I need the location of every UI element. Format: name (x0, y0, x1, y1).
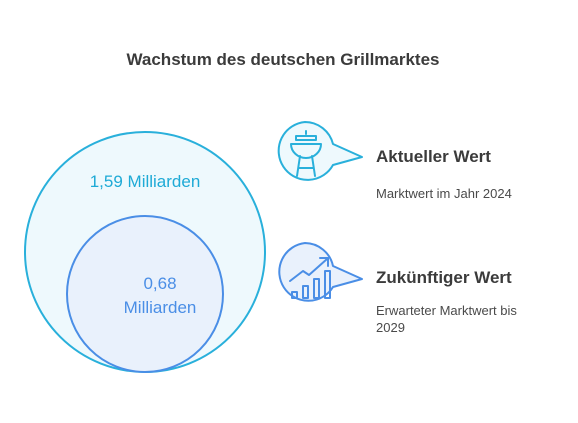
outer-circle-label: 1,59 Milliarden (89, 172, 201, 191)
future-value-title: Zukünftiger Wert (376, 268, 512, 287)
inner-circle (66, 215, 224, 373)
inner-circle-value: 0,68 (143, 274, 177, 293)
growth-chart-icon-bubble (278, 242, 363, 302)
grill-icon (290, 130, 322, 177)
future-value-description-line1: Erwarteter Marktwert bis (376, 303, 517, 318)
diagram-title: Wachstum des deutschen Grillmarktes (126, 50, 440, 69)
grill-icon-bubble (277, 121, 363, 181)
inner-circle-unit: Milliarden (123, 298, 197, 317)
inner-circle-label: 0,68 Milliarden (80, 272, 240, 320)
growth-chart-icon (289, 257, 331, 299)
future-value-description: Erwarteter Marktwert bis 2029 (376, 302, 566, 336)
current-value-description: Marktwert im Jahr 2024 (376, 186, 512, 201)
future-value-description-line2: 2029 (376, 320, 405, 335)
current-value-title: Aktueller Wert (376, 147, 491, 166)
